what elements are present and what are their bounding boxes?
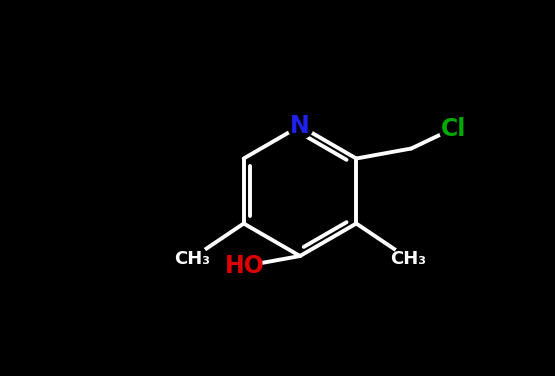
- Text: CH₃: CH₃: [174, 250, 210, 267]
- Text: HO: HO: [225, 254, 265, 278]
- Text: Cl: Cl: [441, 117, 466, 141]
- Text: N: N: [290, 114, 310, 138]
- Text: CH₃: CH₃: [390, 250, 426, 267]
